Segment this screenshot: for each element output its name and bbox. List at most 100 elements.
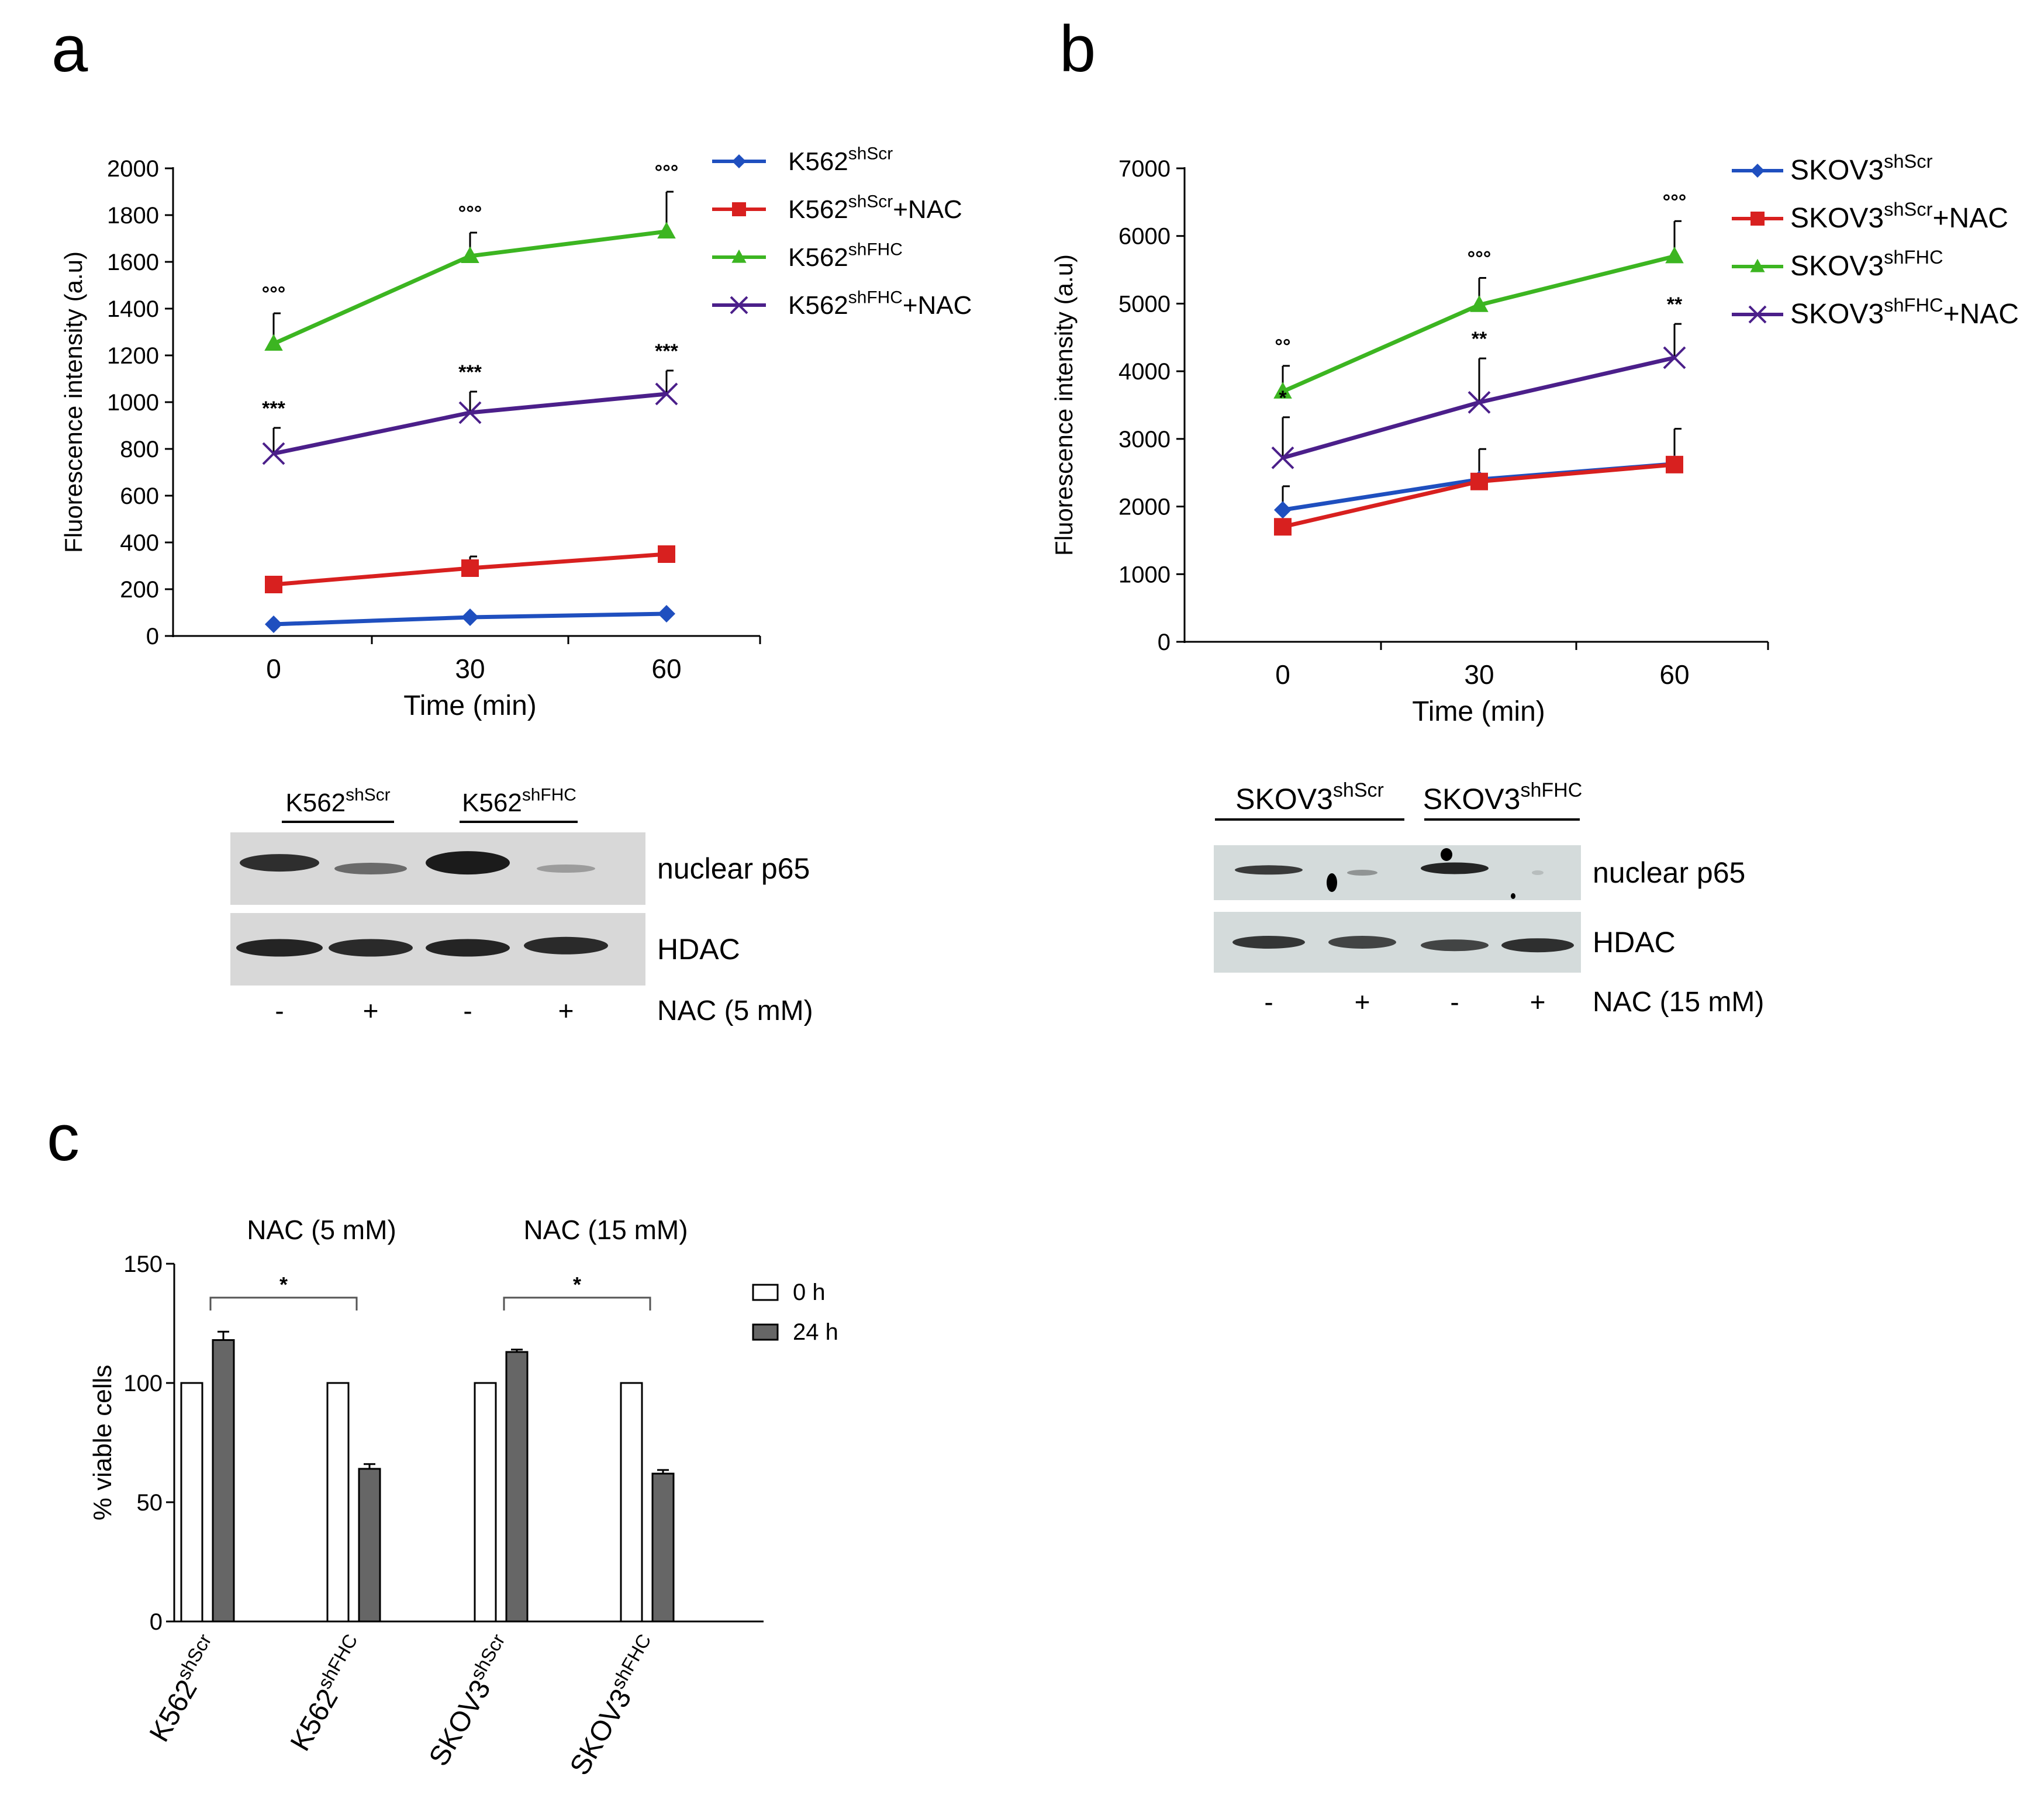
legend-swatch-marker (1748, 305, 1767, 324)
group-title: NAC (15 mM) (523, 1215, 688, 1245)
blot-band (1421, 939, 1489, 952)
blot-panel-hdac: HDAC (1214, 912, 1676, 973)
y-tick-label: 600 (120, 483, 159, 509)
x-tick-label: 0 (266, 653, 281, 684)
blot-band (426, 851, 510, 875)
blot-row-label: nuclear p65 (657, 852, 810, 885)
y-axis-label: Fluorescence intensity (a.u) (1050, 254, 1078, 556)
legend-swatch-marker (732, 154, 746, 168)
legend-swatch-marker (732, 202, 746, 216)
blot-row-label: nuclear p65 (1593, 856, 1745, 889)
blot-panel-hdac: HDAC (230, 913, 740, 986)
treatment-sign: + (558, 995, 574, 1026)
panel-letter-b: b (1059, 12, 1096, 85)
data-point (1470, 472, 1488, 490)
data-point (1468, 390, 1491, 414)
legend-label-suffix: +NAC (903, 291, 972, 320)
x-category-label: K562shFHC (281, 1630, 374, 1756)
significance-label: *** (262, 397, 285, 420)
legend-label-sup: shScr (1884, 150, 1933, 172)
data-point (1273, 382, 1292, 399)
legend-label: 0 h (793, 1280, 826, 1305)
bar-0h (474, 1382, 497, 1623)
y-tick-label: 1400 (107, 296, 159, 322)
blot-band (240, 854, 319, 872)
legend-label-base: SKOV3 (1790, 299, 1884, 330)
blot-row-label: HDAC (657, 933, 740, 966)
blot-band (334, 863, 407, 874)
y-tick-label: 1000 (1118, 562, 1171, 587)
data-point (658, 605, 675, 623)
significance-label: ** (1472, 328, 1487, 350)
blot-group-label-base: SKOV3 (1423, 783, 1521, 815)
data-point (264, 334, 283, 351)
significance-bracket (503, 1296, 651, 1310)
data-point (461, 559, 479, 577)
legend: SKOV3shScrSKOV3shScr+NACSKOV3shFHCSKOV3s… (1732, 150, 2019, 330)
x-category-label-sup: shScr (466, 1630, 509, 1683)
panel-letter-a: a (51, 12, 88, 85)
legend-label: K562shFHC+NAC (788, 288, 972, 320)
data-point (1274, 518, 1292, 536)
significance-label: °°° (655, 161, 679, 184)
x-category-label: K562shScr (140, 1630, 228, 1747)
legend-swatch-marker (1750, 212, 1765, 226)
blot-group-label-sup: shFHC (1520, 779, 1582, 801)
series-1 (1274, 455, 1683, 536)
data-point (1666, 455, 1683, 473)
legend-label-sup: shScr (848, 192, 893, 212)
bar-24h (358, 1468, 381, 1623)
x-category-label-base: K562 (285, 1684, 344, 1756)
data-point (1271, 446, 1294, 469)
y-axis-label: Fluorescence intensity (a.u) (60, 251, 87, 553)
treatment-sign: + (1530, 987, 1546, 1017)
x-tick-label: 60 (1659, 659, 1689, 690)
x-axis-label: Time (min) (1412, 696, 1545, 727)
legend-label: SKOV3shFHC+NAC (1790, 294, 2019, 330)
significance-label: *** (458, 361, 482, 383)
blot-band (1235, 865, 1303, 875)
x-tick-label: 60 (651, 653, 681, 684)
blot-band (1421, 862, 1489, 874)
y-tick-label: 0 (146, 624, 159, 649)
significance-label: * (1279, 387, 1287, 409)
blot-group-label-sup: shFHC (522, 786, 576, 805)
y-tick-label: 1600 (107, 250, 159, 275)
y-tick-label: 1200 (107, 343, 159, 369)
legend: K562shScrK562shScr+NACK562shFHCK562shFHC… (712, 144, 972, 320)
legend-label: SKOV3shScr (1790, 150, 1933, 186)
series-1 (265, 545, 675, 593)
blot-band (1347, 870, 1377, 876)
series-3: *** *** *** (262, 340, 679, 465)
legend-label: K562shScr+NAC (788, 192, 962, 224)
y-tick-label: 2000 (1118, 495, 1171, 520)
legend-label-base: SKOV3 (1790, 155, 1884, 186)
y-tick-label: 6000 (1118, 224, 1171, 250)
legend-swatch-marker (1750, 164, 1765, 178)
x-tick-label: 0 (1275, 659, 1290, 690)
x-category-label-sup: shFHC (313, 1630, 362, 1692)
legend-label-sup: shScr (848, 144, 893, 164)
legend-swatch (752, 1284, 779, 1301)
legend-label: 24 h (793, 1319, 838, 1345)
blot-group-label: K562shFHC (462, 786, 576, 817)
data-point (265, 616, 282, 633)
legend-label: SKOV3shFHC (1790, 246, 1943, 282)
legend-label-base: SKOV3 (1790, 203, 1884, 234)
bar-0h (326, 1382, 350, 1623)
bar-24h (505, 1351, 529, 1623)
x-category-label-base: SKOV3 (564, 1684, 638, 1780)
data-point (657, 222, 676, 238)
blot-artifact-spot (1511, 893, 1515, 899)
y-tick-label: 50 (137, 1490, 163, 1516)
x-tick-label: 30 (455, 653, 485, 684)
blot-group-label: SKOV3shScr (1235, 779, 1384, 815)
legend-label-base: K562 (788, 243, 848, 272)
y-axis-label: % viable cells (88, 1365, 117, 1521)
legend-swatch-marker (731, 249, 747, 263)
x-category-label: SKOV3shScr (419, 1630, 522, 1772)
y-tick-label: 2000 (107, 156, 159, 182)
blot-panel-p65: nuclear p65 (230, 832, 810, 905)
bar-24h (651, 1472, 675, 1623)
treatment-sign: + (363, 995, 379, 1026)
